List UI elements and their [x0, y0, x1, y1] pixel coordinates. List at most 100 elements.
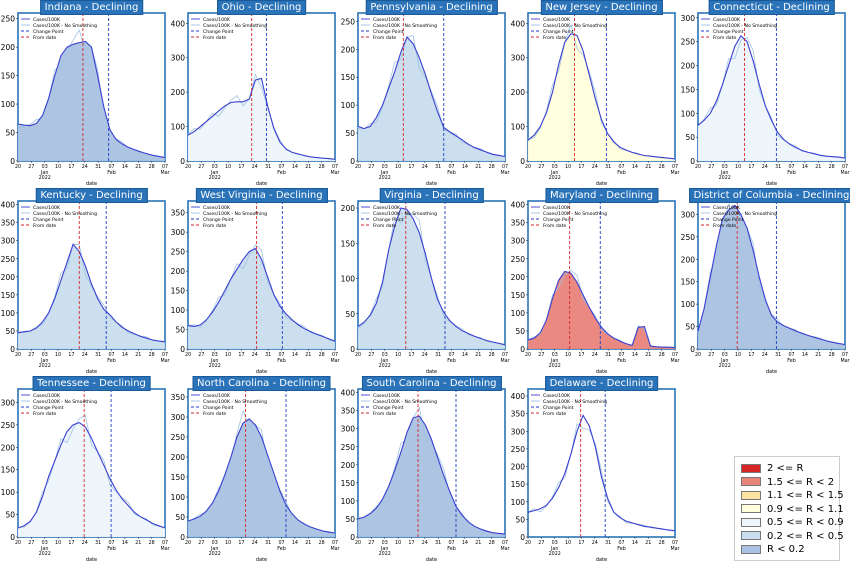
y-tick-label: 200	[511, 273, 526, 282]
cases-line	[697, 35, 846, 159]
x-axis-label: date	[426, 557, 437, 563]
x-tick-label: 14	[802, 352, 808, 358]
r-legend-label: R < 0.2	[767, 544, 805, 555]
x-tick-label: 17	[408, 540, 414, 546]
y-tick-label: 150	[1, 291, 16, 300]
r-legend-row: 0.5 <= R < 0.9	[741, 516, 844, 529]
x-month-label: Feb	[277, 358, 286, 364]
x-tick-label: 31	[95, 540, 101, 546]
y-tick-label: 200	[1, 443, 16, 452]
series-legend-label: Change Point	[713, 29, 744, 35]
series-legend-label: From date	[373, 35, 396, 41]
y-tick-label: 350	[511, 410, 526, 419]
plot-frame	[527, 388, 676, 538]
x-tick-label: 14	[462, 164, 468, 170]
y-tick-label: 350	[511, 219, 526, 228]
x-tick-label: 14	[292, 352, 298, 358]
state-panel: 0 50 100 150 200 250 300 350 20 27 03 10 17 24 31 07 14 2…	[170, 188, 340, 376]
x-tick-label: 07	[618, 164, 624, 170]
y-tick-label: 300	[341, 425, 356, 434]
x-month-label: Mar	[670, 170, 679, 176]
y-tick-label: 250	[681, 38, 696, 47]
x-month-label: Jan	[550, 358, 558, 364]
x-tick-label: 20	[185, 540, 191, 546]
x-tick-label: 27	[28, 164, 34, 170]
series-legend-label: Cases/100K - No Smoothing	[33, 211, 97, 217]
series-legend-label: Change Point	[203, 405, 234, 411]
x-tick-label: 07	[332, 164, 338, 170]
x-tick-label: 17	[578, 540, 584, 546]
x-tick-label: 27	[368, 352, 374, 358]
y-tick-label: 400	[341, 389, 356, 398]
x-tick-label: 28	[319, 352, 325, 358]
y-tick-label: 100	[511, 309, 526, 318]
x-tick-label: 17	[68, 540, 74, 546]
x-tick-label: 27	[538, 540, 544, 546]
state-chart: 0 50 100 150 200 250 300 350 20 27 03 10 17 24 31 07 14 2…	[171, 200, 340, 375]
y-tick-label: 0	[520, 157, 525, 166]
series-legend-label: Change Point	[373, 29, 404, 35]
y-tick-label: 200	[511, 463, 526, 472]
x-tick-label: 17	[578, 164, 584, 170]
x-tick-label: 21	[815, 164, 821, 170]
y-tick-label: 200	[511, 88, 526, 97]
y-tick-label: 200	[341, 45, 356, 54]
x-tick-label: 27	[198, 540, 204, 546]
x-tick-label: 17	[238, 352, 244, 358]
x-month-label: Feb	[787, 358, 796, 364]
x-month-label: Mar	[840, 358, 849, 364]
state-title: Maryland - Declining	[544, 188, 659, 203]
series-legend-label: Change Point	[373, 217, 404, 223]
x-tick-label: 27	[538, 164, 544, 170]
x-tick-label: 28	[319, 540, 325, 546]
y-tick-label: 250	[511, 255, 526, 264]
series-legend-label: Cases/100K	[33, 17, 61, 23]
x-year-label: 2022	[209, 175, 221, 181]
x-year-label: 2022	[549, 551, 561, 557]
x-tick-label: 07	[448, 540, 454, 546]
x-axis-label: date	[86, 557, 97, 563]
state-panel: 0 50 100 150 200 250 300 350 400 20 27 03 10 17 24 31 07…	[510, 188, 680, 376]
series-legend-label: From date	[713, 223, 736, 229]
y-tick-label: 300	[511, 427, 526, 436]
x-tick-label: 07	[162, 164, 168, 170]
x-tick-label: 14	[462, 352, 468, 358]
x-year-label: 2022	[39, 175, 51, 181]
x-tick-label: 10	[395, 164, 401, 170]
series-legend-label: From date	[543, 35, 566, 41]
x-tick-label: 10	[395, 540, 401, 546]
y-tick-label: 0	[350, 345, 355, 354]
x-tick-label: 03	[552, 352, 558, 358]
y-tick-label: 100	[1, 100, 16, 109]
y-tick-label: 100	[171, 123, 186, 132]
cases-area	[358, 37, 505, 161]
x-axis-label: date	[426, 181, 437, 187]
y-tick-label: 150	[681, 278, 696, 287]
x-tick-label: 27	[198, 164, 204, 170]
x-tick-label: 24	[252, 164, 258, 170]
x-tick-label: 21	[305, 164, 311, 170]
x-month-label: Feb	[107, 358, 116, 364]
x-tick-label: 31	[95, 164, 101, 170]
series-legend-label: Change Point	[33, 405, 64, 411]
x-tick-label: 07	[672, 540, 678, 546]
state-title: Kentucky - Declining	[35, 188, 148, 203]
series-legend-label: From date	[543, 411, 566, 417]
y-tick-label: 50	[175, 513, 185, 522]
x-tick-label: 31	[265, 352, 271, 358]
cases-line	[527, 33, 676, 160]
cases-raw-line	[527, 423, 676, 532]
x-month-label: Mar	[670, 358, 679, 364]
cases-area	[528, 33, 675, 162]
y-tick-label: 150	[171, 473, 186, 482]
state-panel: 0 50 100 150 200 250 300 350 400 20 27 03 10 17 24 31 07…	[0, 188, 170, 376]
x-month-label: Feb	[617, 170, 626, 176]
series-legend-label: Cases/100K - No Smoothing	[203, 23, 267, 29]
x-tick-label: 10	[55, 164, 61, 170]
x-tick-label: 24	[422, 540, 428, 546]
series-legend-label: Cases/100K	[543, 205, 571, 211]
x-tick-label: 21	[645, 164, 651, 170]
x-month-label: Feb	[277, 170, 286, 176]
r-legend-row: 1.1 <= R < 1.5	[741, 489, 844, 502]
